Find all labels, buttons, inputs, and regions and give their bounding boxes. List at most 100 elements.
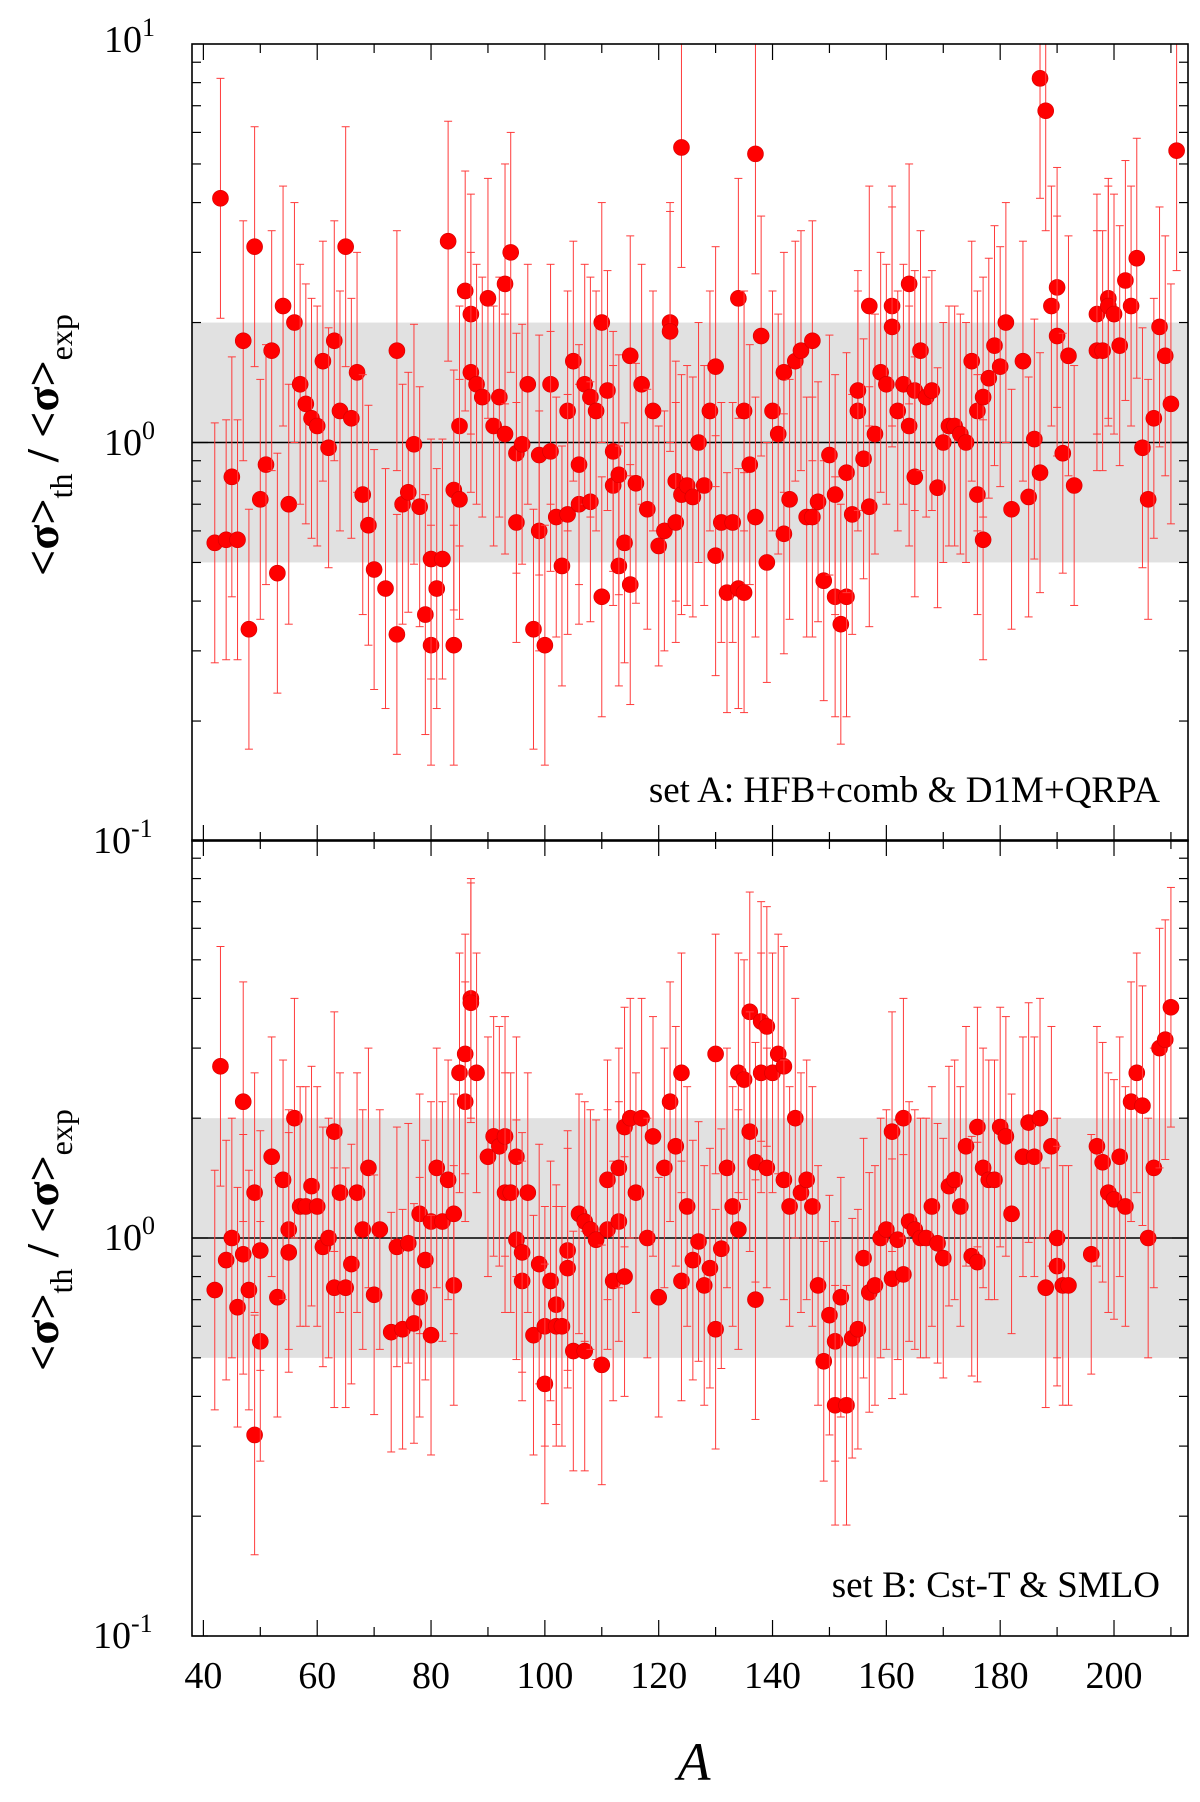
data-point bbox=[758, 906, 776, 1147]
marker bbox=[337, 238, 354, 255]
data-point bbox=[1094, 1041, 1111, 1283]
data-point bbox=[855, 1137, 872, 1379]
x-tick-label: 40 bbox=[184, 1655, 222, 1697]
ytick-label-mid: 100 bbox=[104, 1211, 155, 1259]
x-tick-label: 140 bbox=[744, 1655, 801, 1697]
marker bbox=[559, 1259, 576, 1277]
ytick-label-bottom: 10-1 bbox=[93, 1609, 153, 1657]
marker bbox=[838, 1396, 855, 1414]
data-point bbox=[661, 210, 679, 452]
data-point bbox=[718, 1047, 736, 1289]
marker bbox=[929, 479, 946, 497]
data-point bbox=[439, 1059, 457, 1301]
marker bbox=[855, 1249, 872, 1267]
marker bbox=[502, 244, 520, 261]
data-point bbox=[246, 1072, 263, 1313]
marker bbox=[1043, 297, 1060, 315]
marker bbox=[234, 1246, 252, 1263]
x-tick-labels: 40 60 80 100 120 140 160 180 200 bbox=[184, 1655, 1142, 1697]
data-point bbox=[445, 1093, 463, 1335]
marker bbox=[860, 498, 878, 516]
data-point bbox=[365, 1174, 383, 1416]
marker bbox=[781, 1198, 798, 1215]
marker bbox=[536, 636, 554, 654]
marker bbox=[246, 1184, 263, 1201]
data-point bbox=[1048, 215, 1066, 457]
marker bbox=[360, 516, 377, 534]
marker bbox=[883, 1123, 901, 1140]
data-point bbox=[1014, 1036, 1032, 1278]
data-point bbox=[1031, 43, 1049, 199]
marker bbox=[451, 491, 468, 508]
marker bbox=[650, 1288, 667, 1306]
ytick-label-top: 101 bbox=[104, 13, 155, 61]
marker bbox=[758, 554, 776, 571]
marker bbox=[525, 620, 542, 638]
data-point bbox=[849, 1208, 867, 1450]
data-point bbox=[234, 220, 252, 462]
marker bbox=[212, 1058, 229, 1075]
data-point bbox=[229, 419, 246, 661]
marker bbox=[673, 139, 690, 156]
marker bbox=[1060, 1277, 1077, 1294]
marker bbox=[1151, 318, 1168, 336]
marker bbox=[974, 531, 992, 549]
data-point bbox=[576, 1230, 594, 1472]
data-point bbox=[713, 402, 730, 643]
data-point bbox=[690, 1121, 707, 1362]
data-point bbox=[752, 215, 770, 457]
marker bbox=[212, 190, 229, 207]
data-point bbox=[411, 386, 428, 628]
marker bbox=[764, 402, 781, 420]
data-point bbox=[775, 413, 793, 655]
data-point bbox=[240, 1169, 258, 1411]
marker bbox=[331, 1184, 349, 1201]
marker bbox=[1105, 305, 1123, 323]
marker bbox=[667, 514, 685, 531]
marker bbox=[781, 491, 798, 508]
data-point bbox=[212, 946, 229, 1187]
data-point bbox=[889, 290, 907, 532]
data-point bbox=[542, 1160, 559, 1402]
panel-annotation: set B: Cst-T & SMLO bbox=[832, 1565, 1160, 1606]
marker bbox=[1037, 102, 1055, 120]
marker bbox=[513, 1244, 531, 1261]
marker bbox=[633, 375, 650, 393]
marker bbox=[240, 620, 258, 638]
marker bbox=[496, 425, 514, 443]
data-point bbox=[775, 1059, 793, 1301]
data-point bbox=[969, 1141, 986, 1383]
marker bbox=[616, 534, 633, 552]
marker bbox=[280, 1244, 298, 1261]
marker bbox=[337, 1279, 354, 1297]
marker bbox=[314, 352, 332, 370]
marker bbox=[1048, 1229, 1066, 1247]
marker bbox=[553, 557, 571, 575]
marker bbox=[878, 375, 895, 393]
marker bbox=[274, 297, 292, 315]
data-point bbox=[701, 1147, 719, 1389]
data-point bbox=[639, 1117, 656, 1359]
marker bbox=[422, 1326, 440, 1344]
marker bbox=[491, 388, 508, 406]
data-point bbox=[997, 202, 1015, 443]
data-point bbox=[291, 263, 309, 505]
marker bbox=[741, 1123, 759, 1140]
marker bbox=[627, 474, 645, 492]
data-point bbox=[684, 1139, 702, 1381]
marker bbox=[661, 323, 679, 340]
data-point bbox=[724, 402, 741, 643]
data-point bbox=[730, 177, 747, 419]
x-tick-label: 100 bbox=[516, 1655, 573, 1697]
data-point bbox=[627, 362, 645, 604]
marker bbox=[849, 382, 867, 399]
marker bbox=[348, 364, 366, 381]
marker bbox=[815, 1353, 833, 1370]
marker bbox=[308, 417, 326, 435]
marker bbox=[428, 1159, 446, 1177]
marker bbox=[348, 1184, 366, 1201]
marker bbox=[889, 1231, 907, 1249]
data-point bbox=[604, 330, 622, 572]
data-point bbox=[365, 449, 383, 690]
axis-ticks bbox=[192, 840, 1188, 1637]
